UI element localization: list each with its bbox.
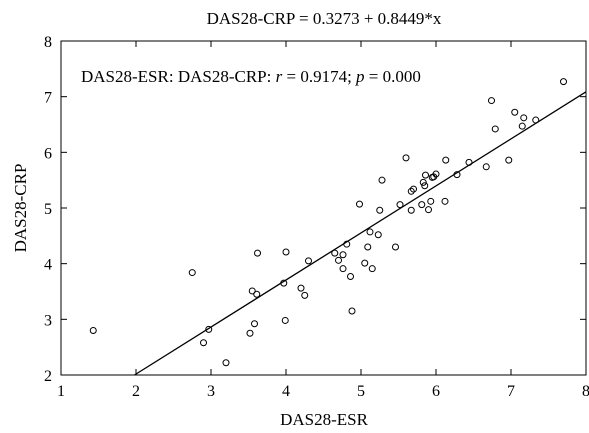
x-tick-label: 8 bbox=[582, 383, 589, 400]
data-point bbox=[418, 201, 426, 209]
data-point bbox=[248, 287, 256, 295]
data-point bbox=[441, 197, 449, 205]
correlation-annotation: DAS28-ESR: DAS28-CRP: r = 0.9174; p = 0.… bbox=[81, 67, 421, 86]
data-point bbox=[280, 279, 288, 287]
data-point bbox=[442, 156, 450, 164]
data-point bbox=[392, 243, 399, 251]
data-point bbox=[402, 154, 410, 162]
data-point bbox=[453, 171, 461, 179]
data-point bbox=[560, 78, 567, 86]
x-tick-label: 1 bbox=[57, 383, 65, 400]
data-point bbox=[427, 197, 435, 205]
data-point bbox=[281, 316, 289, 324]
data-point bbox=[89, 326, 97, 334]
data-point bbox=[520, 114, 528, 122]
data-point bbox=[188, 269, 196, 277]
data-point bbox=[366, 228, 374, 236]
data-point bbox=[335, 256, 342, 264]
regression-line bbox=[134, 91, 587, 376]
data-point bbox=[282, 248, 290, 256]
y-tick-label: 6 bbox=[44, 145, 52, 162]
data-point bbox=[407, 187, 415, 195]
y-tick-label: 2 bbox=[44, 368, 52, 385]
data-point bbox=[205, 325, 213, 333]
data-point bbox=[253, 290, 261, 298]
data-point bbox=[421, 182, 429, 190]
y-tick-labels: 2 3 4 5 6 7 8 bbox=[44, 34, 52, 385]
data-point bbox=[364, 243, 372, 251]
axis-ticks bbox=[60, 40, 587, 376]
data-point bbox=[432, 170, 440, 178]
data-point bbox=[419, 178, 427, 186]
annotation-r-symbol: r bbox=[276, 67, 283, 86]
data-point bbox=[331, 249, 339, 257]
y-tick-label: 3 bbox=[44, 312, 52, 329]
annotation-r-value: = 0.9174; bbox=[282, 67, 356, 86]
data-point bbox=[425, 206, 432, 214]
data-point bbox=[378, 176, 386, 184]
x-axis-label: DAS28-ESR bbox=[280, 410, 369, 429]
y-tick-label: 4 bbox=[44, 257, 52, 274]
x-tick-label: 6 bbox=[432, 383, 440, 400]
y-axis-label: DAS28-CRP bbox=[11, 164, 30, 253]
data-point bbox=[465, 158, 473, 166]
data-point bbox=[254, 249, 261, 257]
annotation-p-value: = 0.000 bbox=[365, 67, 421, 86]
data-point bbox=[361, 259, 369, 267]
data-point bbox=[251, 320, 258, 328]
data-point bbox=[200, 339, 207, 347]
data-point bbox=[246, 329, 254, 337]
x-tick-label: 3 bbox=[207, 383, 215, 400]
data-point bbox=[348, 307, 356, 315]
data-point bbox=[410, 185, 417, 193]
data-point bbox=[297, 284, 305, 292]
y-tick-label: 7 bbox=[44, 90, 52, 107]
data-point bbox=[343, 240, 351, 248]
annotation-prefix: DAS28-ESR: DAS28-CRP: bbox=[81, 67, 276, 86]
data-point bbox=[482, 163, 490, 171]
data-point bbox=[339, 251, 347, 259]
data-point bbox=[356, 200, 363, 208]
data-points bbox=[89, 78, 567, 367]
data-point bbox=[396, 201, 404, 209]
data-point bbox=[376, 206, 384, 214]
data-point bbox=[374, 231, 382, 239]
data-point bbox=[339, 265, 347, 273]
x-tick-labels: 1 2 3 4 5 6 7 8 bbox=[57, 383, 589, 400]
plot-frame bbox=[60, 40, 587, 376]
y-tick-label: 5 bbox=[44, 201, 52, 218]
data-point bbox=[505, 156, 513, 164]
data-point bbox=[407, 206, 415, 214]
x-tick-label: 2 bbox=[132, 383, 140, 400]
data-point bbox=[368, 265, 376, 273]
data-point bbox=[347, 272, 354, 280]
data-point bbox=[488, 97, 495, 105]
data-point bbox=[511, 108, 519, 116]
chart-title: DAS28-CRP = 0.3273 + 0.8449*x bbox=[207, 9, 442, 28]
x-tick-label: 7 bbox=[507, 383, 515, 400]
data-point bbox=[532, 116, 540, 124]
annotation-p-symbol: p bbox=[355, 67, 365, 86]
data-point bbox=[301, 291, 309, 299]
data-point bbox=[518, 122, 526, 130]
data-point bbox=[305, 257, 312, 265]
data-point bbox=[491, 125, 499, 133]
data-point bbox=[222, 359, 230, 367]
x-tick-label: 5 bbox=[357, 383, 365, 400]
x-tick-label: 4 bbox=[282, 383, 290, 400]
data-point bbox=[422, 171, 429, 179]
y-tick-label: 8 bbox=[44, 34, 52, 51]
